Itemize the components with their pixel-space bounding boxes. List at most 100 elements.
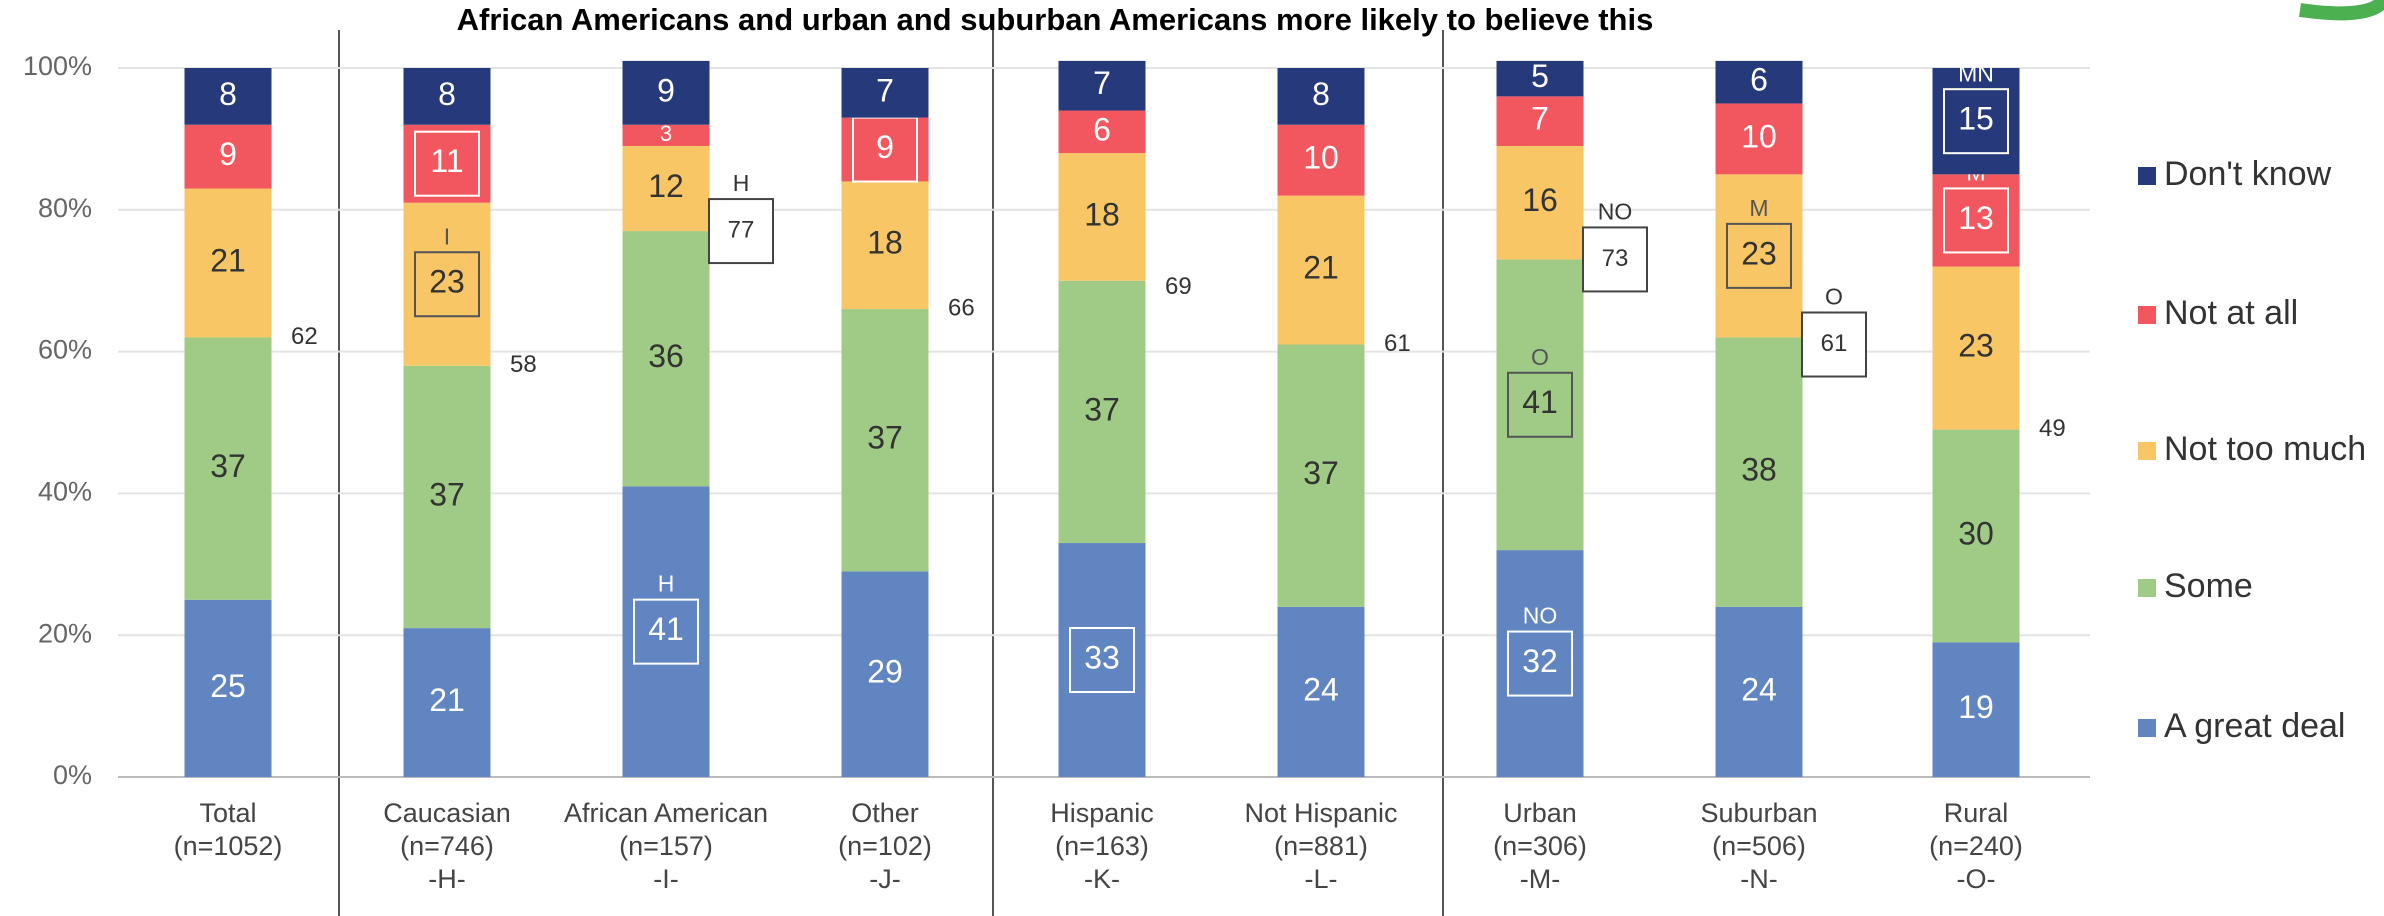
value-label: 33 (1084, 639, 1120, 675)
bar-segment (622, 60, 710, 125)
bar-segment (403, 202, 491, 366)
legend-swatch (2138, 719, 2156, 737)
bar-segment (1496, 60, 1584, 97)
value-label: 8 (438, 76, 456, 112)
value-label: 15 (1958, 101, 1994, 137)
value-label: 7 (1531, 101, 1549, 137)
significance-box (1507, 630, 1573, 697)
value-label: 5 (1531, 58, 1549, 94)
significance-label: O (1531, 344, 1549, 370)
significance-label: I (444, 223, 450, 249)
bar-segment (1058, 110, 1146, 154)
significance-box (633, 598, 699, 665)
net-significance-label: O (1825, 284, 1843, 310)
value-label: 6 (1093, 111, 1111, 147)
bar-segment (841, 571, 929, 777)
value-label: 23 (1958, 328, 1994, 364)
value-label: 37 (1303, 455, 1339, 491)
bar-segment (1496, 96, 1584, 146)
x-tick-label: -M- (1520, 864, 1560, 894)
legend-label: A great deal (2164, 707, 2345, 745)
bar-segment (841, 117, 929, 182)
value-label: 13 (1958, 200, 1994, 236)
bar-segment (403, 124, 491, 203)
x-tick-label: Other (851, 798, 919, 828)
x-tick-label: Caucasian (383, 798, 511, 828)
value-label: 10 (1303, 140, 1339, 176)
bar-segment (841, 68, 929, 118)
value-label: 18 (1084, 196, 1120, 232)
bar-segment (1932, 429, 2020, 643)
x-tick-label: Hispanic (1050, 798, 1154, 828)
value-label: 21 (210, 242, 246, 278)
y-tick-label: 100% (23, 51, 92, 81)
bar-segment (1277, 124, 1365, 196)
value-label: 12 (648, 168, 684, 204)
significance-label: H (658, 571, 675, 597)
value-label: 29 (867, 654, 903, 690)
x-tick-label: (n=746) (400, 831, 494, 861)
bar-segment (1277, 195, 1365, 345)
bar-segment (1058, 543, 1146, 777)
value-label: 24 (1303, 671, 1339, 707)
legend-swatch (2138, 167, 2156, 185)
value-label: 37 (210, 448, 246, 484)
bar-segment (184, 188, 272, 338)
x-tick-label: Rural (1944, 798, 2009, 828)
net-label: 73 (1602, 245, 1629, 272)
x-tick-label: (n=1052) (174, 831, 283, 861)
bar-segment (1277, 606, 1365, 777)
value-label: 41 (648, 611, 684, 647)
value-label: 8 (219, 76, 237, 112)
x-tick-label: Not Hispanic (1244, 798, 1397, 828)
legend-label: Don't know (2164, 155, 2332, 193)
bar-segment (622, 486, 710, 777)
significance-label: M (1749, 195, 1768, 221)
value-label: 38 (1741, 452, 1777, 488)
y-tick-label: 20% (38, 618, 92, 648)
value-label: 9 (876, 129, 894, 165)
value-label: 8 (1312, 76, 1330, 112)
y-tick-label: 0% (53, 760, 92, 790)
significance-box (1507, 371, 1573, 438)
bar-segment (1932, 266, 2020, 430)
x-tick-label: (n=102) (838, 831, 932, 861)
value-label: 19 (1958, 689, 1994, 725)
legend-swatch (2138, 442, 2156, 460)
x-tick-label: -O- (1957, 864, 1996, 894)
value-label: 41 (1522, 384, 1558, 420)
x-tick-label: -I- (653, 864, 678, 894)
value-label: 24 (1741, 671, 1777, 707)
bar-segment (1715, 174, 1803, 338)
value-label: 25 (210, 668, 246, 704)
bar-segment (1496, 259, 1584, 551)
net-label: 58 (510, 351, 537, 378)
bar-segment (1932, 68, 2020, 175)
x-tick-label: Total (199, 798, 256, 828)
bar-segment (1058, 60, 1146, 111)
legend-label: Not too much (2164, 430, 2366, 468)
value-label: 7 (876, 72, 894, 108)
significance-box (1069, 627, 1135, 694)
net-label: 77 (728, 216, 755, 243)
value-label: 30 (1958, 515, 1994, 551)
chart-subtitle: African Americans and urban and suburban… (457, 2, 1654, 37)
value-label: 9 (219, 136, 237, 172)
significance-label: NO (1523, 603, 1558, 629)
value-label: 23 (1741, 235, 1777, 271)
bar-segment (1932, 642, 2020, 777)
x-tick-label: -N- (1740, 864, 1777, 894)
y-tick-label: 60% (38, 335, 92, 365)
bar-segment (1277, 68, 1365, 125)
x-tick-label: (n=881) (1274, 831, 1368, 861)
bar-segment (622, 231, 710, 487)
legend-swatch (2138, 579, 2156, 597)
net-label: 49 (2039, 415, 2066, 442)
x-tick-label: Urban (1503, 798, 1577, 828)
net-box (1582, 226, 1648, 293)
x-tick-label: (n=506) (1712, 831, 1806, 861)
net-box (708, 198, 774, 265)
y-tick-label: 80% (38, 193, 92, 223)
bar-segment (1058, 153, 1146, 281)
bar-segment (1277, 344, 1365, 607)
